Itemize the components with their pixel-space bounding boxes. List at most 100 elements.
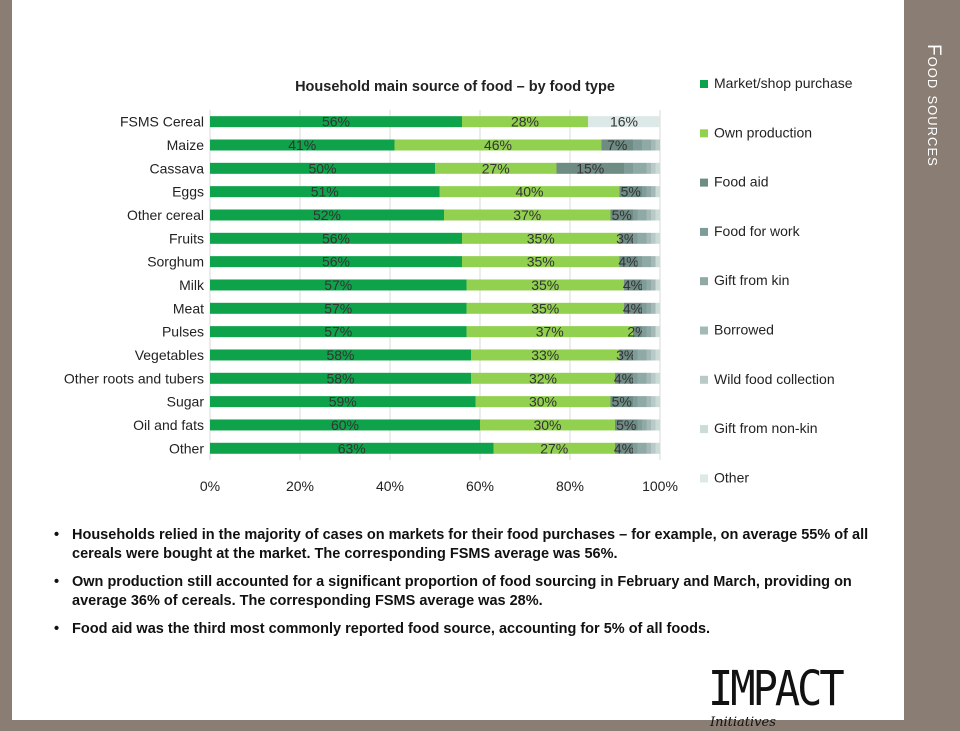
- bar-segment: [642, 256, 651, 268]
- legend-swatch: [700, 375, 708, 384]
- data-label: 28%: [511, 114, 539, 130]
- impact-logo: IMPACTInitiatives: [708, 660, 904, 730]
- side-title: Food sources: [916, 40, 956, 280]
- legend-swatch: [700, 178, 708, 187]
- bar-segment: [651, 419, 656, 431]
- data-label: 30%: [533, 417, 561, 433]
- data-label: 59%: [329, 394, 357, 410]
- bullet-item: Households relied in the majority of cas…: [54, 526, 892, 564]
- bar-segment: [210, 232, 462, 244]
- bar-segment: [651, 256, 656, 268]
- bar-segment: [615, 419, 638, 431]
- data-label: 27%: [540, 440, 568, 456]
- bar-segment: [210, 396, 476, 408]
- bar-segment: [637, 419, 642, 431]
- bar-segment: [655, 349, 660, 361]
- x-tick-label: 80%: [556, 478, 584, 494]
- legend-label: Food aid: [714, 174, 768, 190]
- data-label: 33%: [531, 347, 559, 363]
- bar-segment: [642, 419, 647, 431]
- data-label: 41%: [288, 137, 316, 153]
- bar-segment: [588, 116, 660, 128]
- data-label: 58%: [326, 347, 354, 363]
- bar-segment: [610, 396, 633, 408]
- bar-segment: [210, 349, 471, 361]
- data-label: 50%: [308, 160, 336, 176]
- bar-segment: [210, 442, 494, 454]
- bar-segment: [466, 302, 624, 314]
- bar-segment: [493, 442, 615, 454]
- x-tick-label: 20%: [286, 478, 314, 494]
- data-label: 35%: [531, 277, 559, 293]
- side-title-text: Food sources: [923, 44, 944, 167]
- bar-segment: [646, 442, 651, 454]
- data-label: 5%: [621, 184, 641, 200]
- category-label: Eggs: [172, 184, 204, 200]
- bar-segment: [624, 302, 642, 314]
- chart-title: Household main source of food – by food …: [295, 79, 615, 95]
- bar-segment: [210, 326, 467, 338]
- bar-segment: [651, 302, 656, 314]
- data-label: 3%: [616, 230, 636, 246]
- bar-segment: [471, 372, 615, 384]
- data-label: 5%: [612, 207, 632, 223]
- legend-label: Market/shop purchase: [714, 75, 853, 91]
- bar-segment: [210, 419, 480, 431]
- data-label: 56%: [322, 230, 350, 246]
- category-label: Other: [169, 440, 204, 456]
- bar-segment: [637, 209, 647, 221]
- bar-segment: [466, 279, 624, 291]
- bar-segment: [633, 232, 638, 244]
- bar-segment: [633, 442, 638, 454]
- bar-segment: [646, 326, 651, 338]
- bar-segment: [439, 186, 620, 198]
- bar-segment: [601, 139, 633, 151]
- data-label: 56%: [322, 254, 350, 270]
- bar-segment: [655, 162, 660, 174]
- bar-segment: [633, 372, 638, 384]
- data-label: 4%: [618, 254, 638, 270]
- bar-segment: [646, 396, 651, 408]
- bar-segment: [637, 372, 647, 384]
- data-label: 15%: [576, 160, 604, 176]
- bar-segment: [655, 302, 660, 314]
- bar-segment: [462, 116, 588, 128]
- data-label: 40%: [515, 184, 543, 200]
- data-label: 4%: [614, 440, 634, 456]
- category-label: Milk: [179, 277, 205, 293]
- bar-segment: [633, 396, 638, 408]
- bar-segment: [210, 256, 462, 268]
- bullet-list: Households relied in the majority of cas…: [54, 526, 892, 648]
- bar-segment: [435, 162, 557, 174]
- data-label: 57%: [324, 277, 352, 293]
- legend-swatch: [700, 474, 708, 483]
- bar-segment: [210, 139, 395, 151]
- data-label: 51%: [311, 184, 339, 200]
- bar-segment: [651, 279, 656, 291]
- bar-segment: [624, 162, 633, 174]
- bar-segment: [394, 139, 602, 151]
- data-label: 35%: [531, 300, 559, 316]
- bar-segment: [210, 302, 467, 314]
- bar-segment: [210, 209, 444, 221]
- bar-segment: [651, 372, 656, 384]
- x-tick-label: 100%: [642, 478, 678, 494]
- bar-segment: [646, 279, 651, 291]
- x-tick-label: 40%: [376, 478, 404, 494]
- bar-segment: [655, 186, 660, 198]
- slide: Household main source of food – by food …: [12, 0, 904, 730]
- data-label: 32%: [529, 370, 557, 386]
- bar-segment: [637, 349, 647, 361]
- bar-segment: [655, 396, 660, 408]
- bar-segment: [642, 326, 647, 338]
- bar-segment: [655, 139, 660, 151]
- data-label: 57%: [324, 324, 352, 340]
- bar-segment: [210, 116, 462, 128]
- data-label: 35%: [527, 254, 555, 270]
- data-label: 52%: [313, 207, 341, 223]
- bar-segment: [655, 256, 660, 268]
- bar-segment: [619, 232, 633, 244]
- bar-segment: [619, 186, 642, 198]
- data-label: 58%: [326, 370, 354, 386]
- data-label: 27%: [482, 160, 510, 176]
